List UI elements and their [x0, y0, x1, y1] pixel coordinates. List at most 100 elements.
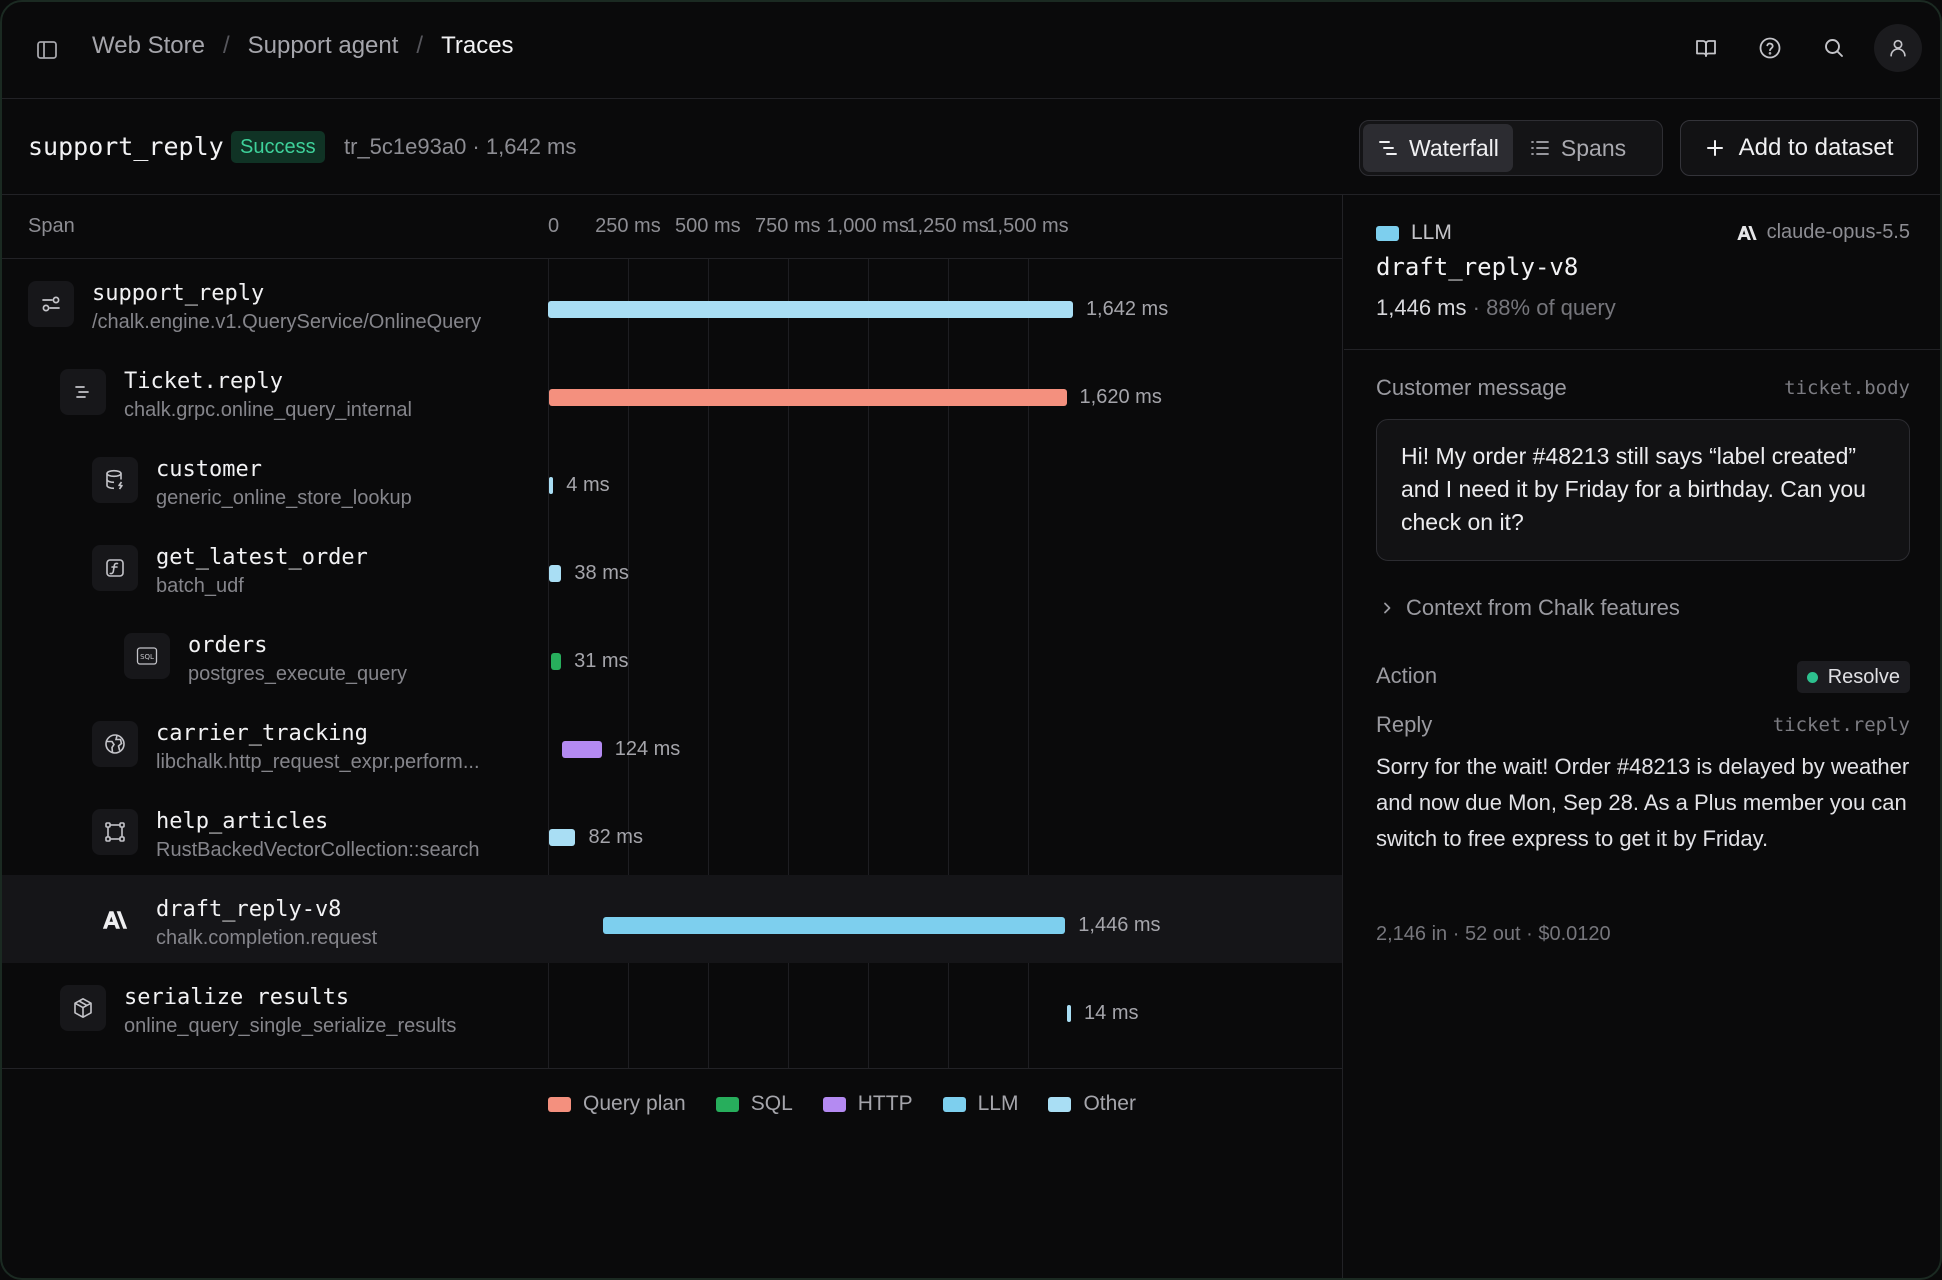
span-duration-label: 38 ms — [574, 562, 629, 584]
plus-icon — [1706, 140, 1723, 156]
tab-waterfall[interactable]: Waterfall — [1363, 124, 1513, 172]
span-duration-label: 31 ms — [574, 650, 629, 672]
trace-name: support_reply — [28, 132, 224, 161]
span-row-carrier-tracking[interactable]: carrier_tracking libchalk.http_request_ex… — [2, 699, 1342, 787]
span-detail-duration: 1,446 ms · 88% of query — [1376, 295, 1616, 321]
breadcrumb: Web Store / Support agent / Traces — [92, 32, 514, 60]
span-rows: support_reply/chalk.engine.v1.QueryServi… — [2, 259, 1342, 1069]
docs-book-icon[interactable] — [1682, 24, 1730, 72]
breadcrumb-traces: Traces — [441, 32, 514, 59]
span-row-customer[interactable]: customer generic_online_store_lookup 4 ms — [2, 435, 1342, 523]
span-duration-label: 1,642 ms — [1085, 298, 1169, 320]
span-detail-header: LLM claude-opus-5.5 draft_reply-v8 1,446… — [1344, 195, 1940, 350]
token-usage: 2,146 in · 52 out · $0.0120 — [1376, 923, 1611, 945]
span-duration-bar[interactable] — [548, 389, 1067, 406]
span-duration-bar[interactable] — [551, 653, 562, 670]
timeline-gridline — [947, 259, 949, 1069]
span-duration-bar[interactable] — [562, 741, 602, 758]
waterfall-icon — [1379, 141, 1397, 155]
span-duration-bar[interactable] — [549, 565, 562, 582]
span-duration-bar[interactable] — [1066, 1005, 1072, 1022]
span-operation: RustBackedVectorCollection::search — [156, 839, 480, 861]
user-avatar-icon[interactable] — [1874, 24, 1922, 72]
trace-header: support_reply Success tr_5c1e93a0 · 1,64… — [2, 99, 1940, 195]
span-operation: chalk.grpc.online_query_internal — [124, 399, 412, 421]
database-icon — [92, 457, 138, 503]
legend-label: Other — [1083, 1092, 1136, 1115]
globe-icon — [92, 721, 138, 767]
span-duration-bar[interactable] — [602, 917, 1066, 934]
span-row-support-reply[interactable]: support_reply/chalk.engine.v1.QueryServi… — [2, 259, 1342, 347]
span-column-header: Span — [28, 215, 75, 237]
help-icon[interactable] — [1746, 24, 1794, 72]
legend-item: HTTP — [822, 1092, 913, 1116]
span-kind-swatch — [1376, 225, 1399, 241]
context-toggle[interactable]: Context from Chalk features — [1380, 595, 1680, 621]
span-row-ticket-reply[interactable]: Ticket.reply chalk.grpc.online_query_inte… — [2, 347, 1342, 435]
span-operation: batch_udf — [156, 575, 244, 597]
legend: Query plan SQL HTTP LLM Other — [548, 1092, 1136, 1116]
legend-swatch — [942, 1096, 966, 1112]
legend-item: SQL — [715, 1092, 793, 1116]
span-operation: generic_online_store_lookup — [156, 487, 412, 509]
span-kind-label: LLM — [1411, 221, 1452, 244]
legend-item: Query plan — [548, 1092, 686, 1116]
search-icon[interactable] — [1810, 24, 1858, 72]
timeline-tick-label: 1,250 ms — [906, 215, 989, 237]
add-to-dataset-label: Add to dataset — [1738, 134, 1894, 161]
status-badge: Success — [231, 131, 325, 163]
customer-message-box: Hi! My order #48213 still says “label cr… — [1376, 419, 1910, 561]
customer-message-key: ticket.body — [1784, 377, 1910, 399]
tab-waterfall-label: Waterfall — [1409, 134, 1499, 161]
span-name: support_reply — [92, 281, 265, 306]
span-duration-label: 124 ms — [614, 738, 681, 760]
span-name: Ticket.reply — [124, 369, 283, 394]
customer-message-label: Customer message — [1376, 375, 1567, 400]
span-duration-bar[interactable] — [548, 301, 1073, 318]
timeline-gridline — [548, 259, 549, 1069]
span-operation: libchalk.http_request_expr.perform... — [156, 751, 480, 773]
reply-key: ticket.reply — [1772, 714, 1910, 736]
span-row-get-latest-order[interactable]: get_latest_order batch_udf 38 ms — [2, 523, 1342, 611]
span-row-help-articles[interactable]: help_articles RustBackedVectorCollection:… — [2, 787, 1342, 875]
timeline-header: Span 0 250 ms 500 ms 750 ms 1,000 ms 1,250 ms… — [2, 195, 1342, 259]
span-detail-name: draft_reply-v8 — [1376, 253, 1579, 281]
query-plan-icon — [60, 369, 106, 415]
span-operation: chalk.completion.request — [156, 927, 378, 949]
waterfall-panel: Span 0 250 ms 500 ms 750 ms 1,000 ms 1,250 ms… — [2, 195, 1343, 1278]
legend-label: HTTP — [857, 1092, 913, 1115]
span-percent-of-query: · 88% of query — [1472, 295, 1616, 320]
span-duration-bar[interactable] — [549, 477, 554, 494]
breadcrumb-separator: / — [222, 32, 230, 59]
action-value: Resolve — [1827, 665, 1900, 688]
span-duration-value: 1,446 ms — [1376, 295, 1467, 320]
sidebar-toggle-icon[interactable] — [32, 35, 62, 65]
timeline-tick-label: 250 ms — [595, 215, 661, 237]
tab-spans-label: Spans — [1560, 134, 1627, 161]
function-icon — [92, 545, 138, 591]
breadcrumb-web-store[interactable]: Web Store — [92, 32, 205, 59]
timeline-gridline — [1027, 259, 1029, 1069]
chevron-right-icon — [1384, 602, 1391, 614]
span-row-serialize-results[interactable]: serialize results online_query_single_ser… — [2, 963, 1342, 1051]
span-duration-label: 1,446 ms — [1078, 914, 1161, 936]
span-name: orders — [188, 633, 268, 658]
breadcrumb-separator: / — [416, 32, 424, 59]
span-kind: LLM — [1376, 221, 1452, 245]
context-toggle-label: Context from Chalk features — [1406, 595, 1680, 620]
span-duration-label: 14 ms — [1084, 1002, 1139, 1024]
span-duration-label: 1,620 ms — [1079, 386, 1162, 408]
legend-item: Other — [1048, 1092, 1136, 1116]
top-bar-actions — [1682, 24, 1922, 72]
add-to-dataset-button[interactable]: Add to dataset — [1680, 120, 1918, 176]
span-row-orders[interactable]: SQL orders postgres_execute_query 31 ms — [2, 611, 1342, 699]
span-name: customer — [156, 457, 262, 482]
span-row-draft-reply-v8[interactable]: draft_reply-v8 chalk.completion.request 1,… — [2, 875, 1342, 963]
route-icon — [28, 281, 74, 327]
action-label: Action — [1376, 663, 1438, 688]
breadcrumb-support-agent[interactable]: Support agent — [247, 32, 399, 59]
span-duration-bar[interactable] — [549, 829, 576, 846]
timeline-tick-label: 1,500 ms — [986, 215, 1069, 237]
tab-spans[interactable]: Spans — [1515, 124, 1640, 172]
